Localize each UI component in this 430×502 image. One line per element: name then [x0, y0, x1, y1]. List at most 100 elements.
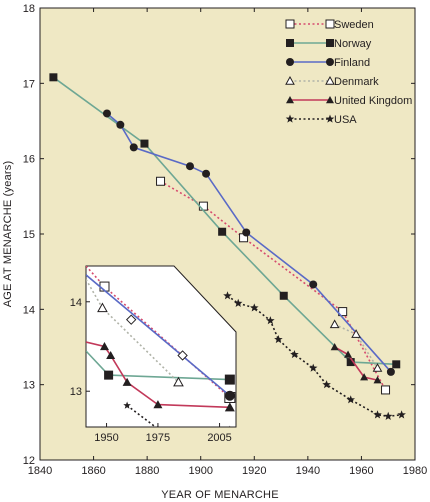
legend-entry-denmark: Denmark — [285, 75, 379, 88]
legend-marker — [326, 58, 334, 66]
series-finland — [102, 109, 395, 376]
legend-entry-united-kingdom: United Kingdom — [286, 95, 412, 107]
series-united-kingdom — [330, 343, 382, 384]
y-tick-label: 18 — [23, 3, 35, 15]
data-point-denmark — [351, 329, 361, 338]
x-tick-label: 1860 — [81, 465, 105, 477]
data-point-finland — [386, 367, 395, 376]
inset-x-tick-label: 2005 — [207, 432, 231, 444]
main-series-group — [49, 73, 406, 420]
data-point-sweden — [156, 176, 166, 186]
inset-data-point — [99, 342, 109, 351]
inset-series-line — [86, 341, 230, 409]
data-point-finland — [102, 109, 111, 118]
data-point-finland — [129, 143, 138, 152]
inset-data-point — [224, 402, 235, 412]
inset-data-point — [224, 374, 235, 385]
data-point-usa — [397, 410, 406, 419]
series-sweden — [156, 176, 391, 395]
y-tick-label: 15 — [23, 229, 35, 241]
series-line-united-kingdom — [334, 346, 378, 381]
legend-marker — [286, 39, 294, 47]
data-point-united-kingdom — [330, 343, 339, 351]
data-point-finland — [242, 228, 251, 237]
data-point-finland — [186, 162, 194, 171]
y-tick-label: 14 — [23, 304, 35, 316]
inset-series-norway — [86, 350, 235, 385]
legend-marker — [285, 114, 295, 123]
inset-data-point — [153, 400, 163, 409]
data-point-usa — [290, 350, 299, 359]
series-usa — [223, 291, 406, 420]
data-point-finland — [116, 120, 125, 129]
data-point-united-kingdom — [344, 350, 353, 358]
inset-series-group — [86, 266, 236, 427]
data-point-usa — [223, 291, 232, 300]
legend-entry-sweden: Sweden — [285, 19, 374, 31]
inset-data-point — [123, 401, 131, 409]
legend-marker — [286, 96, 294, 104]
data-point-united-kingdom — [360, 373, 369, 381]
legend-marker — [326, 96, 334, 104]
legend-entry-norway: Norway — [286, 38, 372, 50]
inset-x-tick-label: 1975 — [146, 432, 170, 444]
y-tick-label: 12 — [23, 455, 35, 467]
data-point-norway — [49, 73, 58, 82]
x-tick-label: 1840 — [28, 465, 52, 477]
data-point-united-kingdom — [373, 376, 382, 384]
inset-data-point — [173, 376, 184, 387]
data-point-denmark — [329, 319, 340, 329]
legend-label: USA — [334, 114, 357, 126]
inset-series-line — [86, 274, 231, 397]
inset-data-point — [104, 370, 114, 380]
series-norway — [49, 73, 401, 369]
data-point-usa — [233, 298, 243, 307]
legend-label: United Kingdom — [334, 95, 412, 107]
data-point-usa — [322, 380, 331, 389]
inset-series-usa — [123, 401, 234, 427]
series-line-finland — [106, 112, 392, 373]
x-tick-label: 1900 — [188, 465, 212, 477]
inset-data-point — [122, 377, 132, 386]
inset-data-point — [125, 314, 137, 325]
inset-data-point — [97, 302, 108, 313]
x-tick-label: 1880 — [135, 465, 159, 477]
legend-marker — [325, 114, 335, 123]
legend-marker — [325, 19, 335, 29]
data-point-usa — [373, 410, 382, 419]
legend-label: Denmark — [334, 76, 379, 88]
legend: Sweden Norway Finland Denmark United Kingdom… — [285, 19, 412, 126]
x-tick-label: 1920 — [242, 465, 266, 477]
data-point-finland — [202, 169, 211, 178]
legend-marker — [285, 19, 295, 29]
data-point-usa — [308, 363, 318, 372]
data-point-finland — [309, 280, 318, 289]
x-tick-label: 1980 — [403, 465, 427, 477]
x-tick-label: 1940 — [296, 465, 320, 477]
inset-series-finland — [86, 274, 235, 401]
legend-label: Sweden — [334, 19, 374, 31]
data-point-sweden — [338, 307, 348, 317]
data-point-usa — [274, 334, 283, 344]
data-point-norway — [392, 360, 401, 369]
data-point-usa — [346, 395, 355, 404]
inset-data-point — [177, 350, 188, 361]
inset-series-markers — [125, 314, 188, 361]
legend-marker — [326, 39, 334, 47]
inset-series-denmark — [86, 279, 184, 387]
y-tick-label: 16 — [23, 154, 35, 166]
data-point-norway — [346, 358, 355, 367]
x-axis-title: YEAR OF MENARCHE — [161, 489, 279, 501]
legend-marker — [285, 75, 295, 85]
main-axes-group: 1840 1860 1880 1900 1920 1940 1960 1980 12 13 14 15… — [23, 3, 427, 477]
inset-y-tick-label: 14 — [70, 297, 82, 309]
inset-data-point — [106, 350, 116, 360]
inset-series-united-kingdom — [86, 341, 235, 412]
inset-series-line — [126, 404, 230, 427]
data-point-denmark — [372, 363, 383, 372]
inset-chart: 1950 1975 2005 13 14 — [70, 265, 237, 444]
legend-marker — [325, 75, 335, 85]
inset-y-tick-label: 13 — [70, 386, 82, 398]
data-point-sweden — [381, 385, 391, 395]
